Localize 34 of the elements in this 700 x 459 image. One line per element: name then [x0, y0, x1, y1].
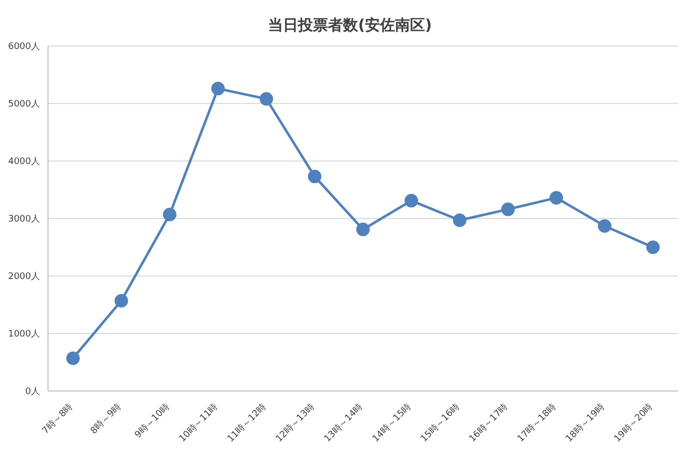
point	[501, 202, 515, 216]
x-tick-label: 15時～16時	[418, 401, 462, 444]
x-tick-label: 8時～9時	[88, 401, 124, 436]
point	[162, 208, 176, 222]
point	[452, 213, 466, 227]
x-tick-label: 19時～20時	[612, 401, 656, 444]
x-tick-label: 7時～8時	[40, 401, 76, 436]
x-tick-label: 14時～15時	[370, 401, 414, 444]
point	[598, 219, 612, 233]
x-tick-label: 12時～13時	[274, 401, 317, 444]
x-tick-label: 10時～11時	[177, 401, 220, 444]
x-tick-label: 11時～12時	[225, 401, 268, 444]
y-tick-label: 2000人	[8, 271, 40, 282]
x-tick-label: 18時～19時	[564, 401, 607, 444]
chart-title: 当日投票者数(安佐南区)	[267, 15, 433, 36]
x-tick-label: 16時～17時	[467, 401, 510, 444]
point	[66, 351, 80, 365]
y-tick-label: 4000人	[8, 156, 40, 168]
x-tick-label: 9時～10時	[132, 401, 172, 440]
y-tick-label: 0人	[25, 386, 40, 398]
x-tick-label: 17時～18時	[515, 401, 558, 444]
y-tick-label: 3000人	[8, 214, 40, 225]
y-tick-label: 1000人	[8, 328, 40, 340]
point	[404, 194, 418, 208]
y-tick-label: 5000人	[8, 98, 40, 110]
x-tick-label: 13時～14時	[322, 401, 366, 444]
point	[356, 222, 370, 236]
y-tick-label: 6000人	[8, 41, 40, 52]
point	[308, 170, 322, 184]
point	[646, 240, 660, 254]
point	[114, 294, 128, 308]
point	[260, 92, 274, 106]
point	[211, 82, 225, 96]
point	[550, 191, 564, 205]
